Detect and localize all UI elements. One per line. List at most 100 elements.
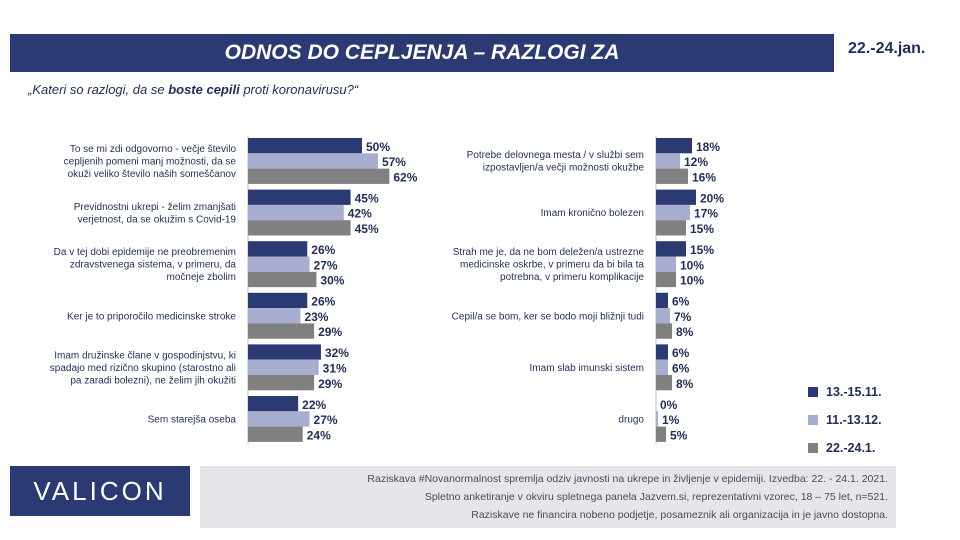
category-label: Imam kronično bolezen — [541, 208, 644, 219]
value-label: 8% — [676, 325, 694, 339]
category-label: okuži veliko število naših someščanov — [68, 169, 236, 180]
category-label: izpostavljen/a večji možnosti okužbe — [483, 163, 645, 174]
bar-series-2 — [656, 153, 680, 169]
legend-item-series-2: 11.-13.12. — [808, 406, 882, 434]
category-label: Previdnostni ukrepi - želim zmanjšati — [74, 202, 236, 213]
legend-item-series-3: 22.-24.1. — [808, 434, 882, 462]
bar-series-1 — [656, 189, 696, 205]
bar-series-2 — [248, 153, 378, 169]
category-label: pa zaradi bolezni), ne želim jih okužiti — [70, 375, 236, 386]
bar-series-3 — [656, 168, 688, 184]
value-label: 27% — [314, 258, 338, 272]
bar-series-3 — [248, 323, 315, 339]
value-label: 29% — [318, 377, 342, 391]
legend-swatch-series-1 — [808, 387, 818, 397]
bar-series-3 — [656, 220, 686, 236]
value-label: 20% — [700, 191, 724, 205]
footer-note: Raziskava #Novanormalnost spremlja odziv… — [200, 466, 896, 528]
footer-line-3: Raziskave ne financira nobeno podjetje, … — [471, 509, 888, 521]
bar-series-2 — [248, 411, 310, 427]
value-label: 57% — [382, 155, 406, 169]
bar-series-3 — [248, 426, 303, 442]
value-label: 62% — [393, 170, 417, 184]
bar-series-2 — [656, 308, 670, 324]
bar-series-1 — [248, 292, 308, 309]
page-title: ODNOS DO CEPLJENJA – RAZLOGI ZA — [224, 41, 620, 64]
value-label: 12% — [684, 155, 708, 169]
legend-item-series-1: 13.-15.11. — [808, 378, 882, 406]
value-label: 23% — [304, 310, 328, 324]
legend-label-series-3: 22.-24.1. — [826, 441, 876, 455]
bar-series-1 — [248, 189, 351, 205]
category-label: močneje zbolim — [167, 272, 236, 283]
value-label: 26% — [311, 243, 335, 257]
value-label: 15% — [690, 243, 714, 257]
value-label: 10% — [680, 274, 704, 288]
category-label: medicinske oskrbe, v primeru da bi bila … — [460, 260, 644, 271]
bar-series-1 — [248, 396, 299, 412]
bar-series-2 — [248, 359, 319, 375]
category-label: zdravstvenega sistema, v primeru, da — [70, 260, 237, 271]
value-label: 5% — [670, 428, 688, 442]
value-label: 45% — [355, 222, 379, 236]
value-label: 17% — [694, 207, 718, 221]
value-label: 0% — [660, 398, 678, 412]
footer-line-1: Raziskava #Novanormalnost spremlja odziv… — [367, 473, 888, 485]
value-label: 6% — [672, 295, 690, 309]
value-label: 1% — [662, 413, 680, 427]
value-label: 30% — [320, 274, 344, 288]
category-label: Sem starejša oseba — [148, 414, 237, 425]
chart-legend: 13.-15.11. 11.-13.12. 22.-24.1. — [808, 378, 882, 462]
value-label: 10% — [680, 258, 704, 272]
category-label: spadajo med rizično skupino (starostno a… — [50, 363, 236, 374]
legend-swatch-series-2 — [808, 415, 818, 425]
bar-series-1 — [656, 138, 692, 154]
bar-series-2 — [656, 204, 690, 221]
title-banner — [10, 34, 834, 72]
value-label: 24% — [307, 428, 331, 442]
bar-series-2 — [656, 256, 676, 272]
bar-series-1 — [656, 241, 686, 257]
bar-series-3 — [656, 426, 666, 442]
value-label: 15% — [690, 222, 714, 236]
value-label: 22% — [302, 398, 326, 412]
bar-series-1 — [656, 344, 668, 360]
bar-series-2 — [656, 411, 658, 427]
question-text-end: proti koronavirusu?“ — [239, 82, 359, 97]
bar-series-3 — [248, 220, 351, 236]
category-label: Imam slab imunski sistem — [530, 363, 644, 374]
category-label: Ker je to priporočilo medicinske stroke — [67, 311, 236, 322]
bar-series-3 — [248, 375, 315, 391]
legend-swatch-series-3 — [808, 443, 818, 453]
bar-series-1 — [248, 344, 321, 360]
value-label: 8% — [676, 377, 694, 391]
category-label: To se mi zdi odgovorno - večje število — [70, 144, 237, 155]
bar-series-1 — [248, 138, 362, 154]
category-label: cepljenih pomeni manj možnosti, da se — [64, 156, 237, 167]
bar-series-3 — [656, 323, 672, 339]
bar-series-3 — [656, 271, 676, 288]
category-label: Strah me je, da ne bom deležen/a ustrezn… — [453, 247, 645, 258]
bar-series-3 — [248, 271, 317, 288]
value-label: 42% — [348, 207, 372, 221]
category-label: Cepil/a se bom, ker se bodo moji bližnji… — [452, 311, 644, 322]
value-label: 18% — [696, 140, 720, 154]
category-label: Da v tej dobi epidemije ne preobremenim — [54, 247, 236, 258]
category-label: Potrebe delovnega mesta / v službi sem — [467, 150, 644, 161]
value-label: 6% — [672, 346, 690, 360]
category-label: verjetnost, da se okužim s Covid-19 — [78, 214, 237, 225]
value-label: 29% — [318, 325, 342, 339]
value-label: 50% — [366, 140, 390, 154]
survey-question: „Kateri so razlogi, da se boste cepili p… — [28, 82, 358, 97]
value-label: 16% — [692, 170, 716, 184]
survey-date: 22.-24.jan. — [848, 40, 926, 57]
category-label: drugo — [618, 414, 644, 425]
category-label: Imam družinske člane v gospodinjstvu, ki — [54, 350, 236, 361]
value-label: 26% — [311, 295, 335, 309]
bar-series-2 — [248, 256, 310, 272]
value-label: 27% — [314, 413, 338, 427]
value-label: 45% — [355, 191, 379, 205]
category-label: potrebna, v primeru komplikacije — [500, 272, 644, 283]
bar-series-1 — [248, 241, 308, 257]
question-text-start: „Kateri so razlogi, da se — [28, 82, 169, 97]
